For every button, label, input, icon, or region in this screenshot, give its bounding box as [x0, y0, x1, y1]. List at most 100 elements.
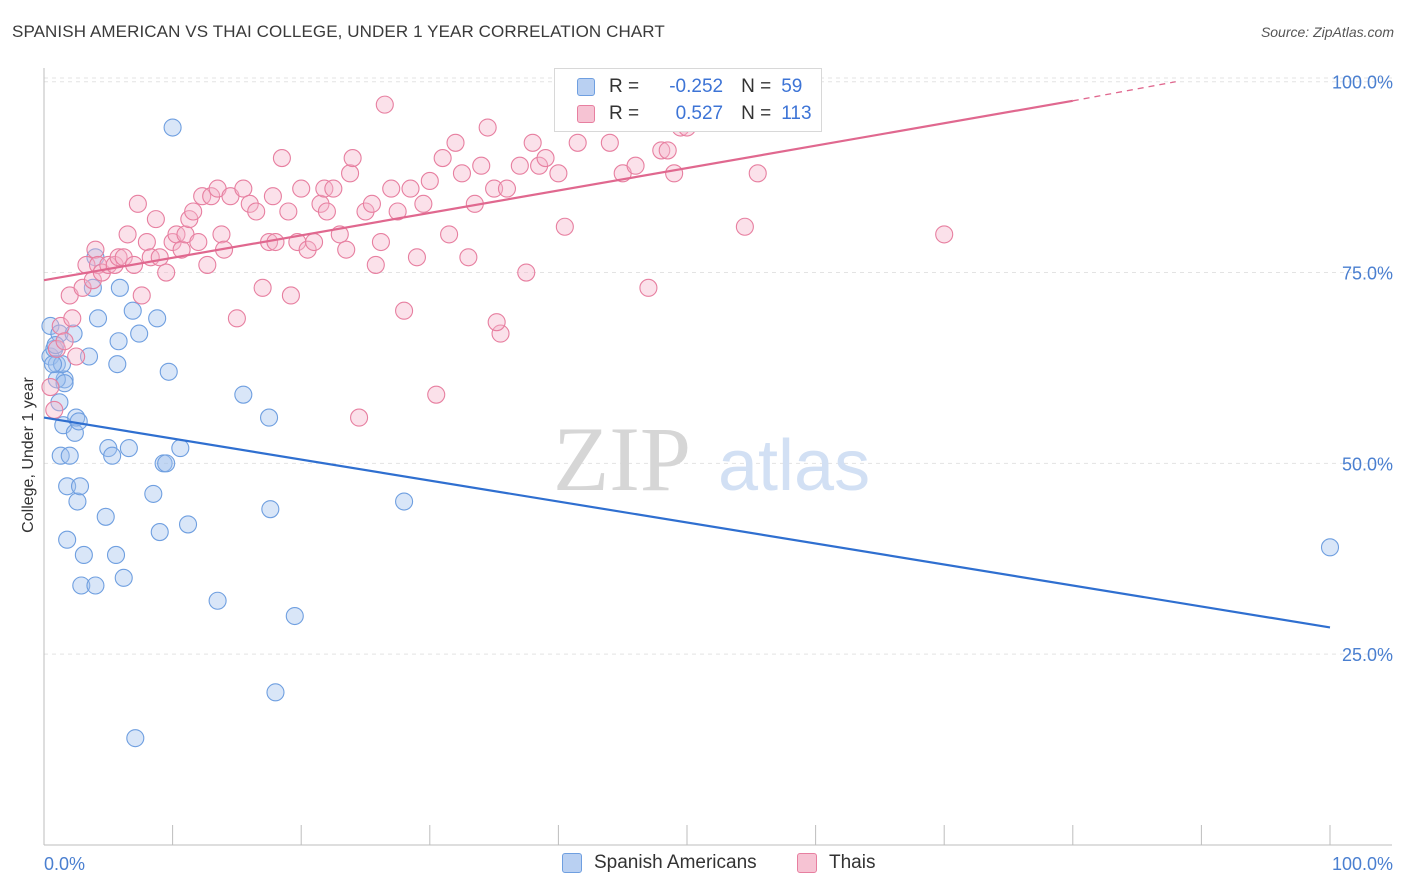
y-tick-label: 25.0%	[1342, 645, 1393, 665]
thai-point	[305, 232, 324, 252]
bottom-legend-swatch-spanish	[562, 853, 582, 873]
thai-point	[371, 232, 390, 252]
spanish-american-point	[68, 492, 87, 511]
thai-point	[401, 179, 420, 198]
thai-point	[395, 301, 414, 320]
thai-point	[491, 324, 510, 343]
trend-line-spanish-americans	[43, 416, 1331, 629]
thai-point	[407, 248, 426, 267]
thai-point	[172, 240, 191, 259]
thai-point	[184, 202, 203, 221]
axes	[43, 68, 1392, 846]
thai-point	[128, 194, 147, 213]
spanish-american-point	[123, 301, 142, 320]
legend-n-label: N =	[741, 76, 772, 97]
legend-row-spanish-americans: R = -0.252 N = 59	[577, 74, 802, 100]
thai-point	[189, 232, 208, 252]
watermark-zip: ZIP	[553, 408, 691, 510]
thai-point	[523, 133, 542, 152]
thai-point	[487, 313, 506, 332]
spanish-american-point	[130, 324, 149, 343]
bottom-legend-spanish-americans[interactable]: Spanish Americans	[562, 852, 757, 874]
thai-point	[433, 149, 452, 168]
spanish-american-point	[144, 484, 163, 503]
thai-point	[497, 179, 517, 198]
spanish-american-point	[110, 278, 129, 297]
thai-point	[67, 347, 86, 366]
spanish-american-point	[285, 606, 304, 626]
spanish-american-point	[266, 683, 285, 702]
legend-swatch-thais	[577, 105, 595, 123]
thai-point	[510, 156, 529, 175]
thai-point	[555, 217, 574, 236]
spanish-american-point	[114, 568, 133, 587]
spanish-american-point	[150, 523, 169, 542]
spanish-american-point	[79, 347, 99, 366]
bottom-legend-thais[interactable]: Thais	[797, 852, 875, 874]
legend-n-value-thais: 113	[781, 103, 812, 124]
legend-swatch-spanish-americans	[577, 78, 595, 96]
thai-point	[150, 248, 169, 267]
spanish-american-point	[70, 477, 90, 496]
thai-point	[366, 255, 385, 274]
thai-point	[45, 400, 64, 419]
spanish-american-point	[126, 729, 145, 748]
legend-n-value-spanish: 59	[781, 76, 803, 97]
thai-point	[517, 263, 536, 282]
thai-point	[263, 187, 282, 206]
thai-point	[253, 278, 272, 297]
thai-point	[279, 202, 298, 221]
thai-point	[118, 225, 137, 244]
thai-point	[240, 194, 259, 213]
thai-point	[132, 286, 151, 305]
grid-lines	[44, 77, 1392, 655]
spanish-american-point	[108, 355, 127, 374]
thai-point	[272, 149, 291, 168]
thai-point	[748, 164, 767, 183]
y-tick-label: 100.0%	[1332, 73, 1393, 93]
thai-point	[626, 156, 645, 175]
y-tick-label: 50.0%	[1342, 454, 1393, 474]
thai-point	[55, 332, 74, 351]
thai-point	[530, 156, 549, 175]
thai-point	[341, 164, 360, 183]
thai-point	[440, 225, 459, 244]
thai-point	[427, 385, 446, 404]
thai-point	[157, 263, 176, 282]
thai-point	[388, 202, 407, 221]
spanish-american-point	[395, 492, 414, 511]
thai-point	[735, 217, 754, 236]
thai-point	[414, 194, 433, 213]
thai-point	[337, 240, 356, 259]
legend-n-label: N =	[741, 103, 772, 124]
legend-r-label: R =	[609, 76, 640, 97]
thai-point	[202, 187, 221, 206]
spanish-american-point	[261, 500, 280, 519]
spanish-american-point	[58, 530, 77, 549]
thai-point	[266, 232, 285, 252]
spanish-american-point	[58, 477, 77, 496]
trend-line-thais-extension	[1072, 81, 1176, 102]
thai-point	[47, 339, 66, 358]
spanish-american-point	[163, 118, 182, 137]
thai-point	[343, 149, 362, 168]
bottom-legend-swatch-thais	[797, 853, 817, 873]
thai-point	[382, 179, 401, 198]
thai-point	[658, 141, 677, 160]
spanish-american-point	[43, 355, 63, 374]
x-tick-label: 0.0%	[44, 854, 85, 874]
thai-point	[298, 240, 317, 259]
thai-point	[41, 377, 60, 397]
thai-point	[665, 164, 684, 183]
legend-row-thais: R = 0.527 N = 113	[577, 101, 812, 127]
legend-r-value-thais: 0.527	[675, 103, 724, 124]
trend-lines	[43, 81, 1331, 629]
thai-point	[452, 164, 472, 183]
thai-point	[375, 95, 394, 114]
thai-point	[227, 309, 246, 328]
watermark-atlas: atlas	[718, 426, 870, 506]
series-spanish-americans	[41, 118, 1340, 748]
spanish-american-point	[60, 446, 79, 465]
thai-point	[324, 179, 343, 198]
